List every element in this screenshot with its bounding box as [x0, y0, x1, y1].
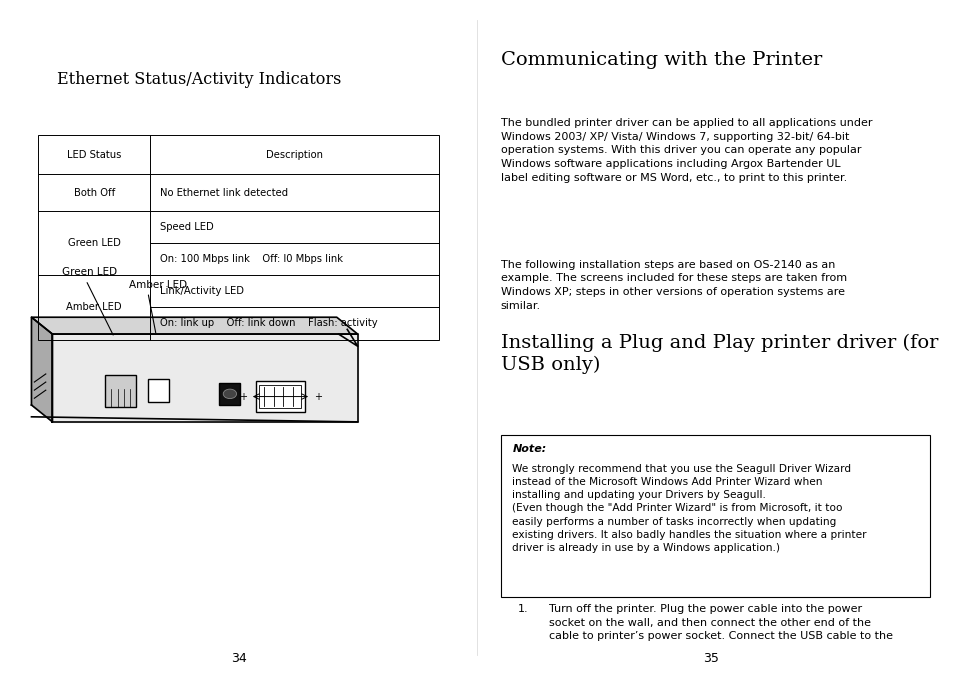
- Text: On: 100 Mbps link    Off: I0 Mbps link: On: 100 Mbps link Off: I0 Mbps link: [160, 254, 342, 265]
- Polygon shape: [31, 317, 357, 334]
- Bar: [259, 385, 301, 408]
- Text: Description: Description: [266, 150, 323, 159]
- Polygon shape: [52, 334, 357, 422]
- Text: On: link up    Off: link down    Flash: activity: On: link up Off: link down Flash: activi…: [160, 319, 377, 329]
- Text: 35: 35: [702, 651, 718, 665]
- Text: No Ethernet link detected: No Ethernet link detected: [160, 188, 288, 198]
- Text: Green LED: Green LED: [68, 238, 121, 248]
- Text: The following installation steps are based on OS-2140 as an
example. The screens: The following installation steps are bas…: [500, 260, 846, 310]
- Text: Amber LED: Amber LED: [129, 280, 187, 290]
- Text: LED Status: LED Status: [67, 150, 121, 159]
- Circle shape: [223, 389, 236, 398]
- Text: Amber LED: Amber LED: [67, 302, 122, 313]
- Bar: [219, 383, 240, 405]
- Text: Note:: Note:: [512, 444, 546, 454]
- Polygon shape: [31, 317, 52, 422]
- Text: 34: 34: [231, 651, 246, 665]
- Bar: [500, 435, 929, 597]
- Bar: [148, 379, 169, 402]
- Text: Ethernet Status/Activity Indicators: Ethernet Status/Activity Indicators: [57, 71, 341, 88]
- Text: Installing a Plug and Play printer driver (for
USB only): Installing a Plug and Play printer drive…: [500, 334, 937, 374]
- Text: +: +: [239, 392, 247, 402]
- Text: Turn off the printer. Plug the power cable into the power
socket on the wall, an: Turn off the printer. Plug the power cab…: [548, 604, 892, 641]
- Text: 1.: 1.: [517, 604, 528, 614]
- Text: Speed LED: Speed LED: [160, 222, 213, 232]
- Text: We strongly recommend that you use the Seagull Driver Wizard
instead of the Micr: We strongly recommend that you use the S…: [512, 464, 866, 553]
- Bar: [255, 381, 305, 412]
- Text: +: +: [314, 392, 321, 402]
- Text: Link/Activity LED: Link/Activity LED: [160, 286, 244, 296]
- Bar: [105, 375, 136, 407]
- Text: Green LED: Green LED: [62, 267, 117, 277]
- Text: Both Off: Both Off: [73, 188, 114, 198]
- Bar: [38, 135, 438, 340]
- Text: The bundled printer driver can be applied to all applications under
Windows 2003: The bundled printer driver can be applie…: [500, 118, 871, 182]
- Text: Communicating with the Printer: Communicating with the Printer: [500, 51, 821, 69]
